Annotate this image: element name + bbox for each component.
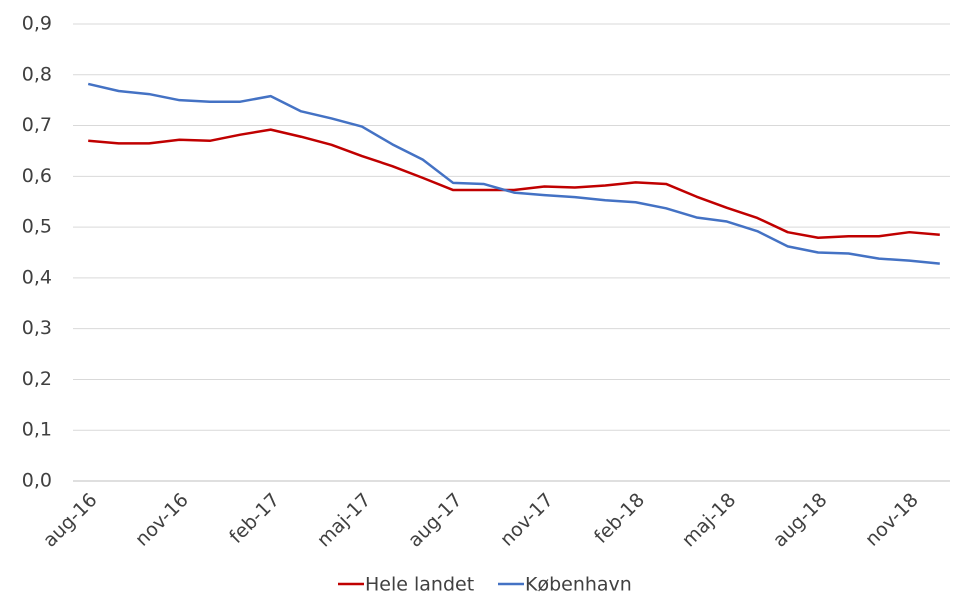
x-tick-label: aug-17	[404, 489, 467, 552]
x-tick-label: nov-17	[496, 489, 558, 551]
y-tick-label: 0,2	[22, 368, 52, 390]
y-tick-label: 0,9	[22, 13, 52, 35]
y-tick-label: 0,1	[22, 419, 52, 441]
x-tick-label: feb-18	[590, 489, 649, 548]
line-series	[88, 128, 940, 240]
x-tick-label: maj-18	[678, 489, 741, 552]
x-tick-label: nov-16	[131, 489, 193, 551]
x-tick-label: maj-17	[313, 489, 376, 552]
y-tick-label: 0,7	[22, 114, 52, 136]
x-tick-label: feb-17	[225, 489, 284, 548]
y-tick-label: 0,5	[22, 216, 52, 238]
x-tick-label: aug-16	[39, 489, 102, 552]
y-tick-label: 0,4	[22, 266, 52, 288]
line-series	[87, 82, 940, 265]
y-tick-label: 0,0	[22, 470, 52, 492]
legend-label: Hele landet	[365, 574, 474, 596]
y-tick-label: 0,6	[22, 165, 52, 187]
x-tick-label: nov-18	[861, 489, 923, 551]
legend-label: København	[525, 574, 632, 596]
y-tick-label: 0,3	[22, 317, 52, 339]
x-tick-label: aug-18	[769, 489, 832, 552]
y-tick-label: 0,8	[22, 63, 52, 85]
